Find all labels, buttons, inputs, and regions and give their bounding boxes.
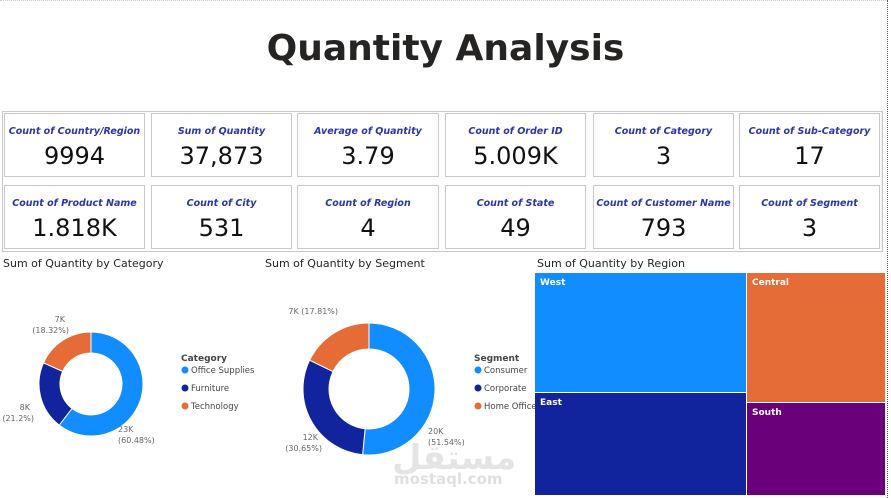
legend-marker: [474, 402, 482, 410]
kpi-value: 5.009K: [473, 142, 558, 170]
data-label-value: 20K: [428, 427, 444, 436]
kpi-value: 17: [794, 142, 825, 170]
legend-marker: [181, 402, 189, 410]
kpi-value: 793: [640, 214, 687, 242]
kpi-value: 3: [655, 142, 672, 170]
donut-slice-consumer[interactable]: [362, 322, 436, 456]
legend-item[interactable]: Technology: [190, 402, 239, 412]
donut-slice-office-supplies[interactable]: [58, 331, 144, 437]
kpi-value: 3.79: [341, 142, 395, 170]
treemap-label: Central: [752, 278, 790, 288]
kpi-value: 1.818K: [32, 214, 117, 242]
kpi-label: Average of Quantity: [314, 126, 422, 137]
data-label-percent: (51.54%): [428, 438, 465, 447]
kpi-card: Average of Quantity 3.79: [297, 113, 439, 177]
legend-marker: [474, 366, 482, 374]
kpi-card: Count of Order ID 5.009K: [445, 113, 586, 177]
kpi-value: 531: [198, 214, 245, 242]
kpi-card: Count of State 49: [445, 185, 586, 249]
legend-marker: [474, 384, 482, 392]
treemap-central[interactable]: Central: [747, 273, 885, 402]
kpi-card: Count of Product Name 1.818K: [4, 185, 145, 249]
treemap-south[interactable]: South: [747, 403, 885, 495]
data-label: 7K (17.81%): [288, 307, 338, 316]
watermark-text: mostaql.com: [394, 470, 503, 488]
kpi-card: Count of Sub-Category 17: [739, 113, 880, 177]
kpi-value: 49: [500, 214, 531, 242]
kpi-card: Count of Segment 3: [739, 185, 880, 249]
treemap-label: South: [752, 408, 782, 418]
kpi-label: Count of Category: [614, 126, 713, 137]
data-label-percent: (30.65%): [285, 444, 322, 453]
kpi-card: Sum of Quantity 37,873: [151, 113, 292, 177]
watermark-logo: مستقل: [392, 438, 517, 478]
kpi-label: Count of Region: [325, 198, 411, 209]
region-chart-title: Sum of Quantity by Region: [537, 257, 685, 270]
legend-item[interactable]: Office Supplies: [191, 366, 255, 376]
data-label-value: 7K: [55, 315, 66, 324]
kpi-card: Count of Category 3: [593, 113, 734, 177]
kpi-label: Count of Country/Region: [8, 126, 141, 137]
kpi-label: Count of Sub-Category: [748, 126, 871, 137]
legend-item[interactable]: Home Office: [484, 402, 537, 412]
legend-title: Category: [181, 354, 227, 364]
kpi-label: Count of State: [476, 198, 555, 209]
kpi-label: Count of Product Name: [12, 198, 137, 209]
data-label-percent: (60.48%): [118, 436, 155, 445]
kpi-card: Count of Country/Region 9994: [4, 113, 145, 177]
kpi-value: 37,873: [179, 142, 264, 170]
legend-item[interactable]: Consumer: [484, 366, 528, 376]
legend-marker: [181, 384, 189, 392]
treemap-west[interactable]: West: [535, 273, 746, 392]
category-chart-title: Sum of Quantity by Category: [3, 257, 164, 270]
data-label-value: 23K: [118, 425, 134, 434]
data-label-value: 12K: [303, 433, 319, 442]
legend-item[interactable]: Corporate: [484, 384, 527, 394]
kpi-value: 3: [801, 214, 818, 242]
legend-item[interactable]: Furniture: [191, 384, 229, 394]
page-border: [887, 0, 888, 498]
data-label-value: 8K: [20, 403, 31, 412]
kpi-label: Count of Segment: [761, 198, 858, 209]
kpi-label: Count of Customer Name: [596, 198, 731, 209]
kpi-label: Count of City: [186, 198, 257, 209]
data-label-percent: (21.2%): [2, 414, 34, 423]
kpi-value: 4: [360, 214, 376, 242]
kpi-label: Sum of Quantity: [177, 126, 266, 137]
data-label-percent: (18.32%): [32, 326, 69, 335]
kpi-card: Count of Customer Name 793: [593, 185, 734, 249]
treemap-label: East: [540, 398, 562, 408]
kpi-label: Count of Order ID: [468, 126, 563, 137]
kpi-grid: [2, 111, 883, 252]
treemap-east[interactable]: East: [535, 393, 746, 495]
legend-title: Segment: [474, 354, 520, 364]
kpi-card: Count of City 531: [151, 185, 292, 249]
top-border: [0, 0, 888, 1]
donut-slice-technology[interactable]: [42, 331, 92, 373]
kpi-card: Count of Region 4: [297, 185, 439, 249]
kpi-value: 9994: [43, 142, 106, 170]
treemap-label: West: [540, 278, 566, 288]
page-title: Quantity Analysis: [266, 28, 625, 69]
donut-slice-home-office[interactable]: [308, 322, 370, 373]
segment-chart-title: Sum of Quantity by Segment: [265, 257, 425, 270]
legend-marker: [181, 366, 189, 374]
